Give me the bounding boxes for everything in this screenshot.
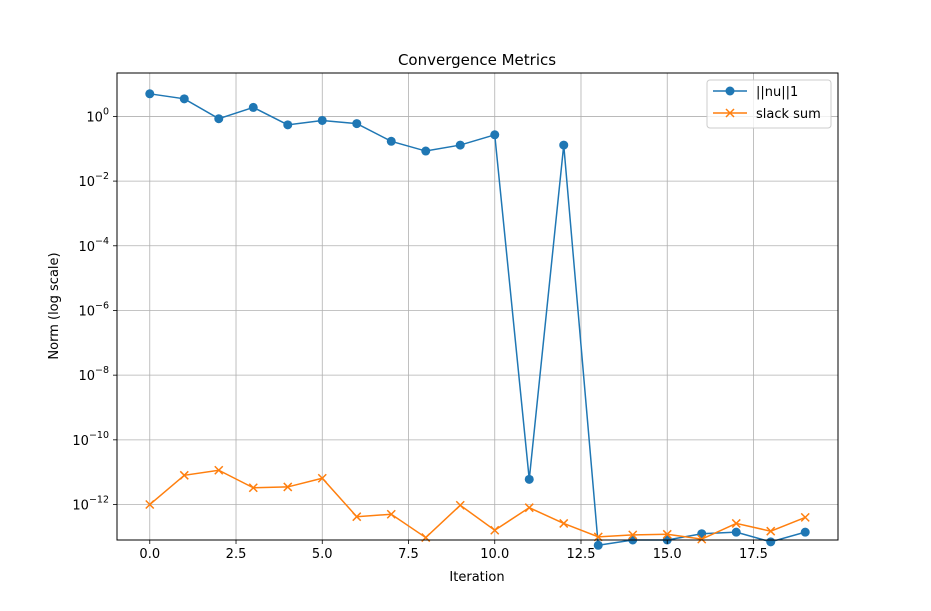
y-tick-base: 10 [78,240,95,255]
data-point [283,120,293,130]
data-point [421,146,431,156]
y-tick-base: 10 [72,499,89,514]
legend-slack-marker [725,108,735,118]
x-axis-ticks: 0.0 2.5 5.0 7.5 10.0 12.5 15.0 17.5 [139,540,768,562]
data-point [248,483,258,493]
data-point [662,529,672,539]
data-point [766,526,776,536]
data-point [179,470,189,480]
x-tick-label: 15.0 [653,547,682,562]
x-tick-label: 10.0 [480,547,509,562]
y-tick-base: 10 [78,304,95,319]
data-point [145,499,155,510]
series-line [149,93,806,547]
y-tick-exponent: −12 [89,495,109,506]
y-tick-exponent: −10 [89,430,109,441]
x-tick-label: 2.5 [226,547,247,562]
data-point [593,540,603,550]
y-tick-label: 10−2 [78,171,109,190]
data-point [179,94,189,104]
data-point [524,503,534,513]
y-axis-label: Norm (log scale) [47,252,62,359]
series-layer [145,89,810,550]
data-point [800,512,810,522]
y-tick-base: 10 [86,110,103,125]
data-point [697,534,707,544]
y-tick-label: 10−10 [72,430,109,449]
y-tick-base: 10 [78,369,95,384]
y-tick-label: 10−4 [78,236,109,255]
chart-title: Convergence Metrics [398,51,556,69]
y-tick-base: 10 [78,175,95,190]
data-point [283,482,293,492]
y-tick-exponent: −4 [95,236,109,247]
y-tick-exponent: −8 [95,365,109,376]
data-point [524,474,534,484]
y-tick-exponent: −2 [95,171,109,182]
data-point [352,512,362,522]
y-tick-label: 100 [86,106,109,125]
data-point [214,465,224,475]
y-tick-label: 10−6 [78,300,109,319]
legend-nu-marker [725,86,735,96]
data-point [490,525,500,535]
x-tick-label: 5.0 [312,547,333,562]
series-line [149,469,806,540]
plot-frame [116,72,839,541]
y-tick-base: 10 [72,434,89,449]
data-point [455,500,465,510]
y-tick-label: 10−8 [78,365,109,384]
data-point [317,115,327,125]
data-point [731,518,741,528]
data-point [248,102,258,112]
data-point [800,527,810,537]
data-point [214,114,224,124]
data-point [731,527,741,537]
data-point [628,530,638,540]
data-point [559,140,569,150]
data-point [145,89,155,99]
x-tick-label: 7.5 [398,547,419,562]
y-tick-exponent: 0 [103,106,109,117]
y-tick-exponent: −6 [95,300,109,311]
data-point [766,537,776,547]
data-point [317,473,327,483]
data-point [455,140,465,150]
data-point [559,518,569,528]
data-point [352,119,362,129]
data-point [386,509,396,519]
legend-slack-label: slack sum [756,107,821,122]
grid [117,73,838,540]
legend-nu-label: ||nu||1 [756,85,798,100]
data-point [490,130,500,140]
x-tick-label: 12.5 [567,547,596,562]
y-tick-label: 10−12 [72,495,109,514]
x-tick-label: 17.5 [739,547,768,562]
data-point [386,136,396,146]
x-axis-label: Iteration [449,570,504,585]
legend: ||nu||1 slack sum [706,79,832,129]
legend-box [706,79,832,129]
x-tick-label: 0.0 [139,547,160,562]
